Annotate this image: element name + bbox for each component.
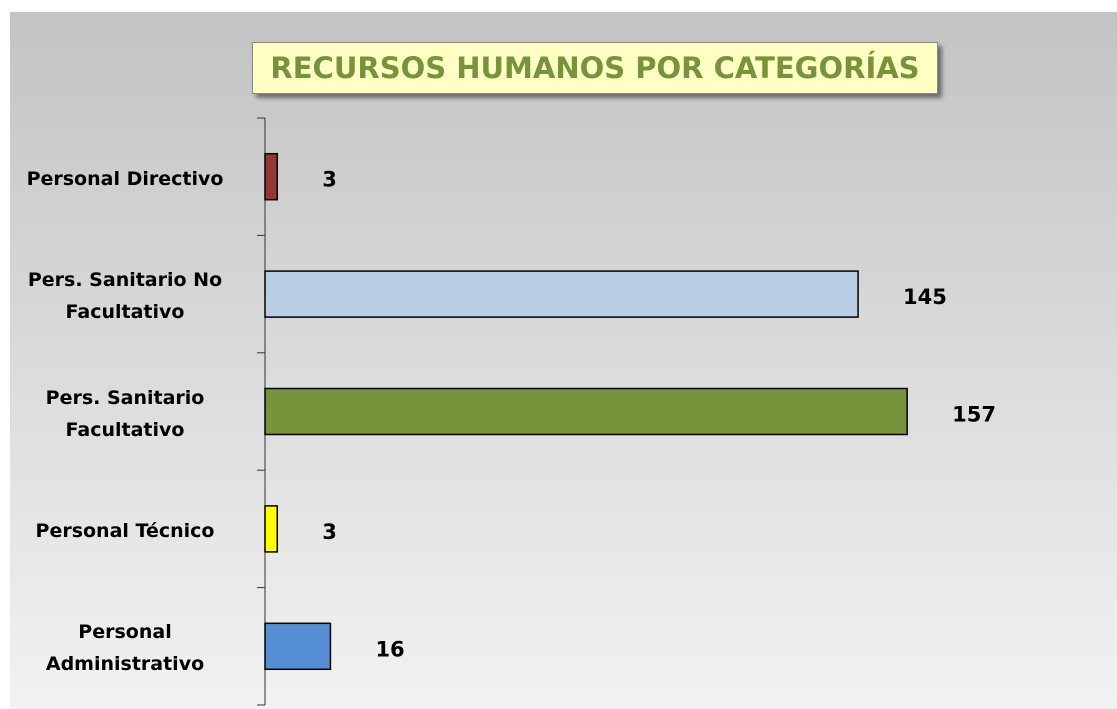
- y-tick-label: Personal Directivo: [26, 167, 224, 190]
- y-tick-label: Pers. Sanitario No Facultativo: [27, 269, 223, 324]
- data-label: 16: [375, 637, 404, 661]
- y-tick-label: Pers. Sanitario Facultativo: [45, 386, 205, 441]
- data-label: 157: [952, 403, 996, 427]
- chart-title: RECURSOS HUMANOS POR CATEGORÍAS: [252, 42, 938, 94]
- bar: [264, 622, 332, 671]
- data-label: 145: [903, 285, 947, 309]
- bar: [264, 505, 279, 553]
- data-label: 3: [322, 520, 337, 544]
- bar: [264, 387, 908, 436]
- bar: [264, 152, 279, 201]
- chart-background: [10, 12, 1117, 709]
- y-tick-label: Personal Administrativo: [45, 621, 205, 676]
- y-tick-label: Personal Técnico: [35, 519, 215, 542]
- bar: [264, 270, 859, 318]
- data-label: 3: [322, 168, 337, 192]
